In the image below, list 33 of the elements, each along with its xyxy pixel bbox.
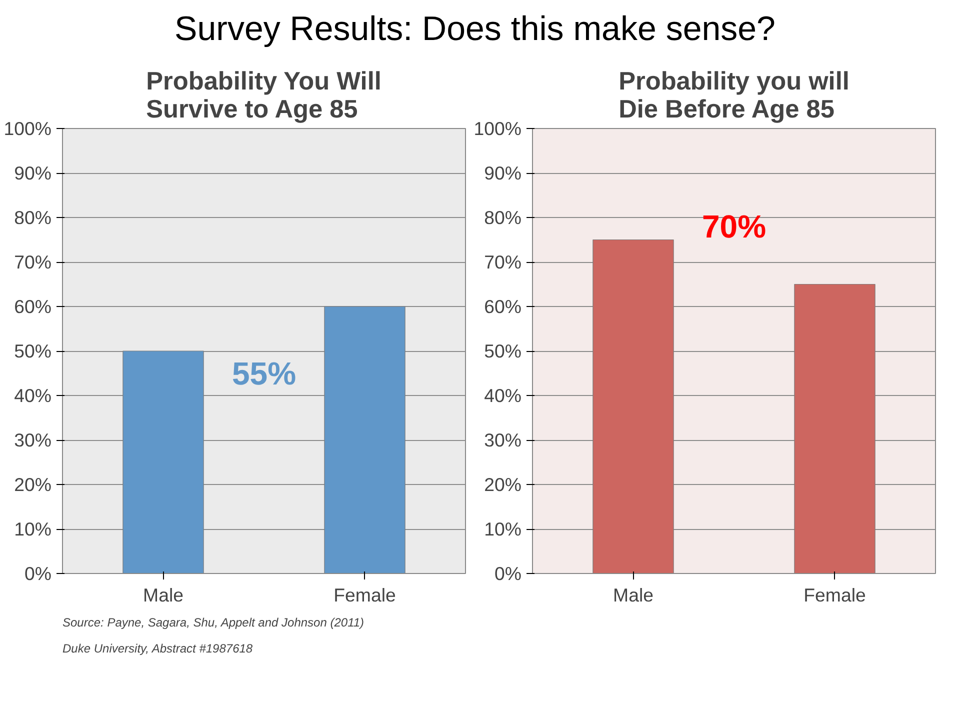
y-tick-label: 100%: [474, 118, 522, 139]
y-tick-label: 10%: [14, 518, 52, 540]
y-tick-label: 20%: [484, 474, 522, 495]
y-tick-label: 30%: [484, 430, 522, 450]
text: Duke University, Abstract #1987618: [62, 642, 253, 656]
x-tick-label: Female: [804, 584, 866, 606]
y-tick-label: 80%: [484, 207, 522, 228]
y-tick-label: 40%: [484, 385, 522, 406]
y-tick-label: 80%: [14, 207, 52, 228]
y-tick-label: 20%: [14, 474, 52, 495]
y-tick-label: 90%: [14, 162, 52, 184]
y-tick-label: 60%: [484, 296, 522, 317]
source-note: Source: Payne, Sagara, Shu, Appelt and Johnson (2011): [62, 616, 364, 630]
annotation: 70%: [702, 208, 766, 244]
chart-title: Survey Results: Does this make sense?: [174, 9, 776, 50]
y-tick-label: 70%: [484, 252, 522, 272]
annotation: 55%: [232, 355, 296, 392]
y-tick-label: 60%: [14, 296, 52, 317]
y-tick-label: 0%: [494, 563, 522, 584]
y-tick-label: 90%: [484, 162, 522, 184]
y-tick-label: 70%: [14, 252, 52, 272]
x-tick-label: Male: [613, 584, 654, 606]
y-tick-label: 50%: [14, 340, 52, 362]
x-tick-label: Female: [334, 584, 396, 606]
y-tick-label: 50%: [484, 340, 522, 362]
x-tick-label: Male: [143, 584, 184, 606]
y-tick-label: 100%: [4, 118, 52, 139]
chart-subtitle: Probability you will Die Before Age 85: [618, 68, 850, 124]
chart-subtitle: Probability You Will Survive to Age 85: [146, 68, 382, 124]
y-tick-label: 30%: [14, 430, 52, 450]
y-tick-label: 0%: [24, 563, 52, 584]
y-tick-label: 40%: [14, 385, 52, 406]
y-tick-label: 10%: [484, 518, 522, 540]
